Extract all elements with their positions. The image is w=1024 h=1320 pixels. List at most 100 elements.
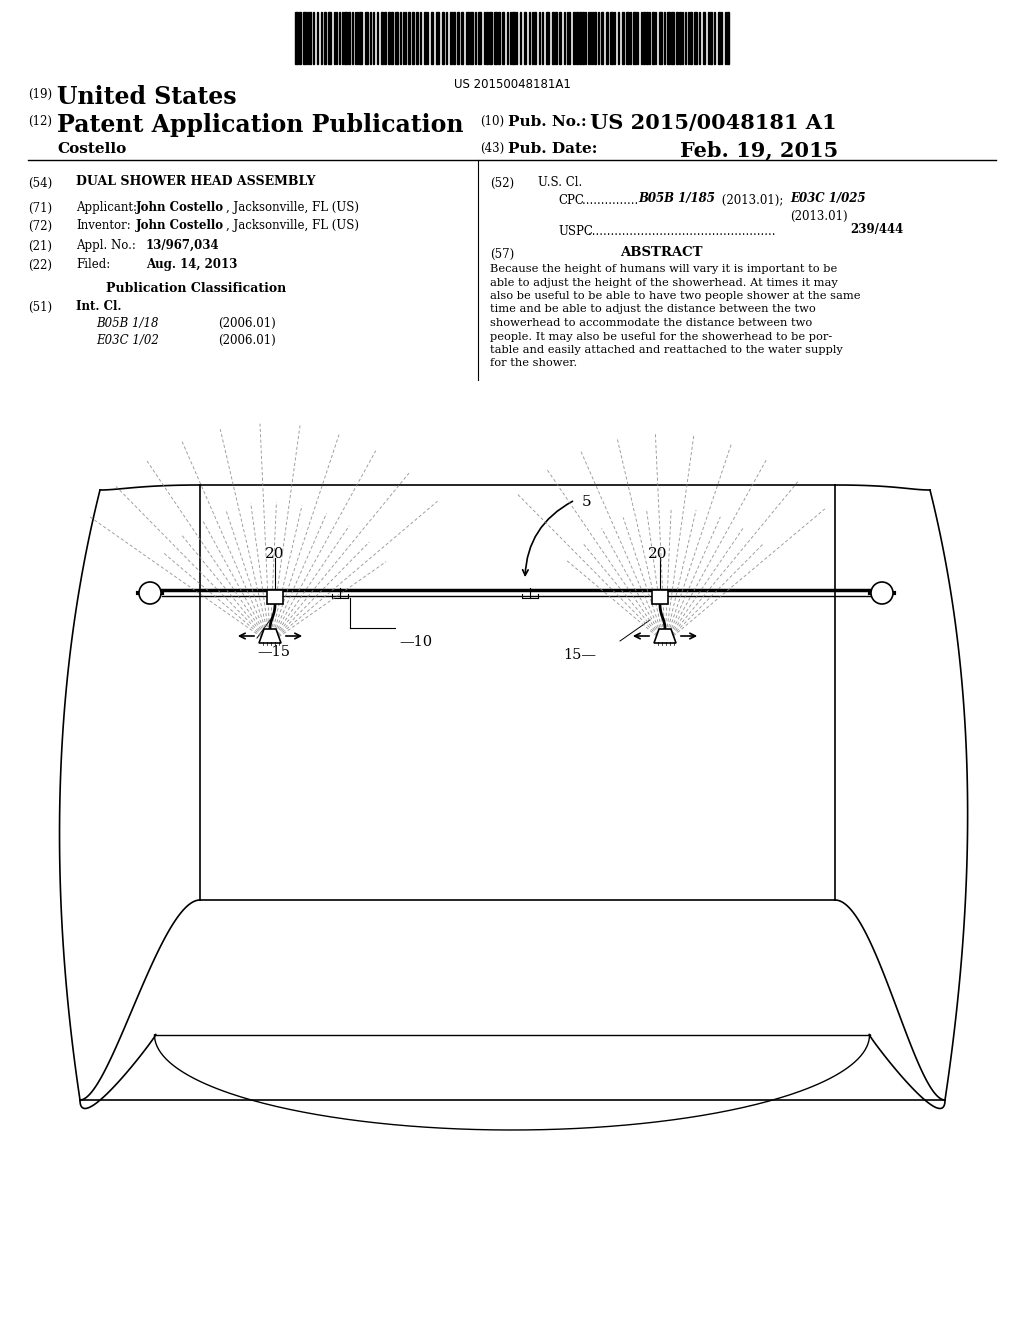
Text: Feb. 19, 2015: Feb. 19, 2015 <box>680 140 839 160</box>
Text: Pub. Date:: Pub. Date: <box>508 143 597 156</box>
Bar <box>344 12 347 63</box>
Text: (10): (10) <box>480 115 504 128</box>
Bar <box>324 12 326 63</box>
Text: Int. Cl.: Int. Cl. <box>76 300 122 313</box>
Bar <box>676 12 678 63</box>
Text: able to adjust the height of the showerhead. At times it may: able to adjust the height of the showerh… <box>490 277 838 288</box>
Text: Aug. 14, 2013: Aug. 14, 2013 <box>146 257 238 271</box>
Text: (57): (57) <box>490 248 514 261</box>
Bar <box>494 12 497 63</box>
Bar <box>442 12 444 63</box>
Text: Appl. No.:: Appl. No.: <box>76 239 136 252</box>
Text: (19): (19) <box>28 88 52 102</box>
Bar <box>436 12 439 63</box>
Bar <box>694 12 697 63</box>
Bar <box>594 12 596 63</box>
Bar <box>486 12 488 63</box>
Bar <box>498 12 500 63</box>
Bar <box>466 12 469 63</box>
Text: ...............: ............... <box>582 194 642 207</box>
Bar <box>718 12 720 63</box>
Text: Patent Application Publication: Patent Application Publication <box>57 114 464 137</box>
Bar <box>470 12 473 63</box>
Bar <box>534 12 536 63</box>
Bar <box>659 12 662 63</box>
Text: (54): (54) <box>28 177 52 190</box>
Text: ABSTRACT: ABSTRACT <box>620 246 702 259</box>
Text: for the shower.: for the shower. <box>490 359 578 368</box>
Bar <box>573 12 575 63</box>
Text: CPC: CPC <box>558 194 584 207</box>
Text: U.S. Cl.: U.S. Cl. <box>538 176 583 189</box>
Bar <box>267 590 283 605</box>
Text: 20: 20 <box>265 546 285 561</box>
Bar <box>559 12 561 63</box>
Bar <box>450 12 452 63</box>
Text: also be useful to be able to have two people shower at the same: also be useful to be able to have two pe… <box>490 290 860 301</box>
Text: 20: 20 <box>648 546 668 561</box>
Text: (2013.01): (2013.01) <box>790 210 848 223</box>
Text: John Costello: John Costello <box>136 219 224 232</box>
Text: (71): (71) <box>28 202 52 215</box>
Bar <box>582 12 584 63</box>
Polygon shape <box>259 630 281 643</box>
Bar <box>552 12 554 63</box>
Bar <box>690 12 692 63</box>
Text: Inventor:: Inventor: <box>76 219 131 232</box>
Polygon shape <box>654 630 676 643</box>
Bar <box>579 12 581 63</box>
Bar <box>652 590 668 605</box>
Text: (52): (52) <box>490 177 514 190</box>
Bar <box>412 12 414 63</box>
Bar <box>461 12 463 63</box>
Circle shape <box>871 582 893 605</box>
Bar <box>365 12 368 63</box>
Bar <box>453 12 455 63</box>
Bar <box>610 12 613 63</box>
Text: ..................................................: ........................................… <box>588 224 779 238</box>
Text: Filed:: Filed: <box>76 257 111 271</box>
Text: , Jacksonville, FL (US): , Jacksonville, FL (US) <box>226 219 359 232</box>
Bar <box>431 12 433 63</box>
Text: B05B 1/18: B05B 1/18 <box>96 317 159 330</box>
Bar <box>395 12 398 63</box>
Text: (72): (72) <box>28 220 52 234</box>
Bar <box>388 12 390 63</box>
Text: United States: United States <box>57 84 237 110</box>
Text: E03C 1/025: E03C 1/025 <box>790 191 865 205</box>
Bar <box>384 12 386 63</box>
Bar <box>299 12 301 63</box>
Bar <box>710 12 712 63</box>
Text: showerhead to accommodate the distance between two: showerhead to accommodate the distance b… <box>490 318 812 327</box>
Bar <box>679 12 681 63</box>
Text: (43): (43) <box>480 143 504 154</box>
Bar <box>457 12 459 63</box>
Text: (51): (51) <box>28 301 52 314</box>
Bar <box>502 12 504 63</box>
Text: E03C 1/02: E03C 1/02 <box>96 334 159 347</box>
Bar <box>555 12 557 63</box>
Text: (12): (12) <box>28 115 52 128</box>
Bar <box>328 12 331 63</box>
Bar <box>633 12 636 63</box>
Text: (2006.01): (2006.01) <box>218 317 275 330</box>
Bar <box>524 12 526 63</box>
Bar <box>601 12 603 63</box>
Text: people. It may also be useful for the showerhead to be por-: people. It may also be useful for the sh… <box>490 331 833 342</box>
Bar <box>359 12 362 63</box>
Text: time and be able to adjust the distance between the two: time and be able to adjust the distance … <box>490 305 816 314</box>
Bar <box>489 12 492 63</box>
Bar <box>303 12 306 63</box>
Text: USPC: USPC <box>558 224 593 238</box>
Text: table and easily attached and reattached to the water supply: table and easily attached and reattached… <box>490 345 843 355</box>
Text: Publication Classification: Publication Classification <box>106 282 287 294</box>
Bar <box>643 12 645 63</box>
Bar <box>646 12 648 63</box>
Text: US 20150048181A1: US 20150048181A1 <box>454 78 570 91</box>
Bar <box>727 12 729 63</box>
Text: (22): (22) <box>28 259 52 272</box>
Bar <box>575 12 578 63</box>
Bar <box>295 12 298 63</box>
Bar <box>391 12 393 63</box>
Text: Because the height of humans will vary it is important to be: Because the height of humans will vary i… <box>490 264 838 275</box>
